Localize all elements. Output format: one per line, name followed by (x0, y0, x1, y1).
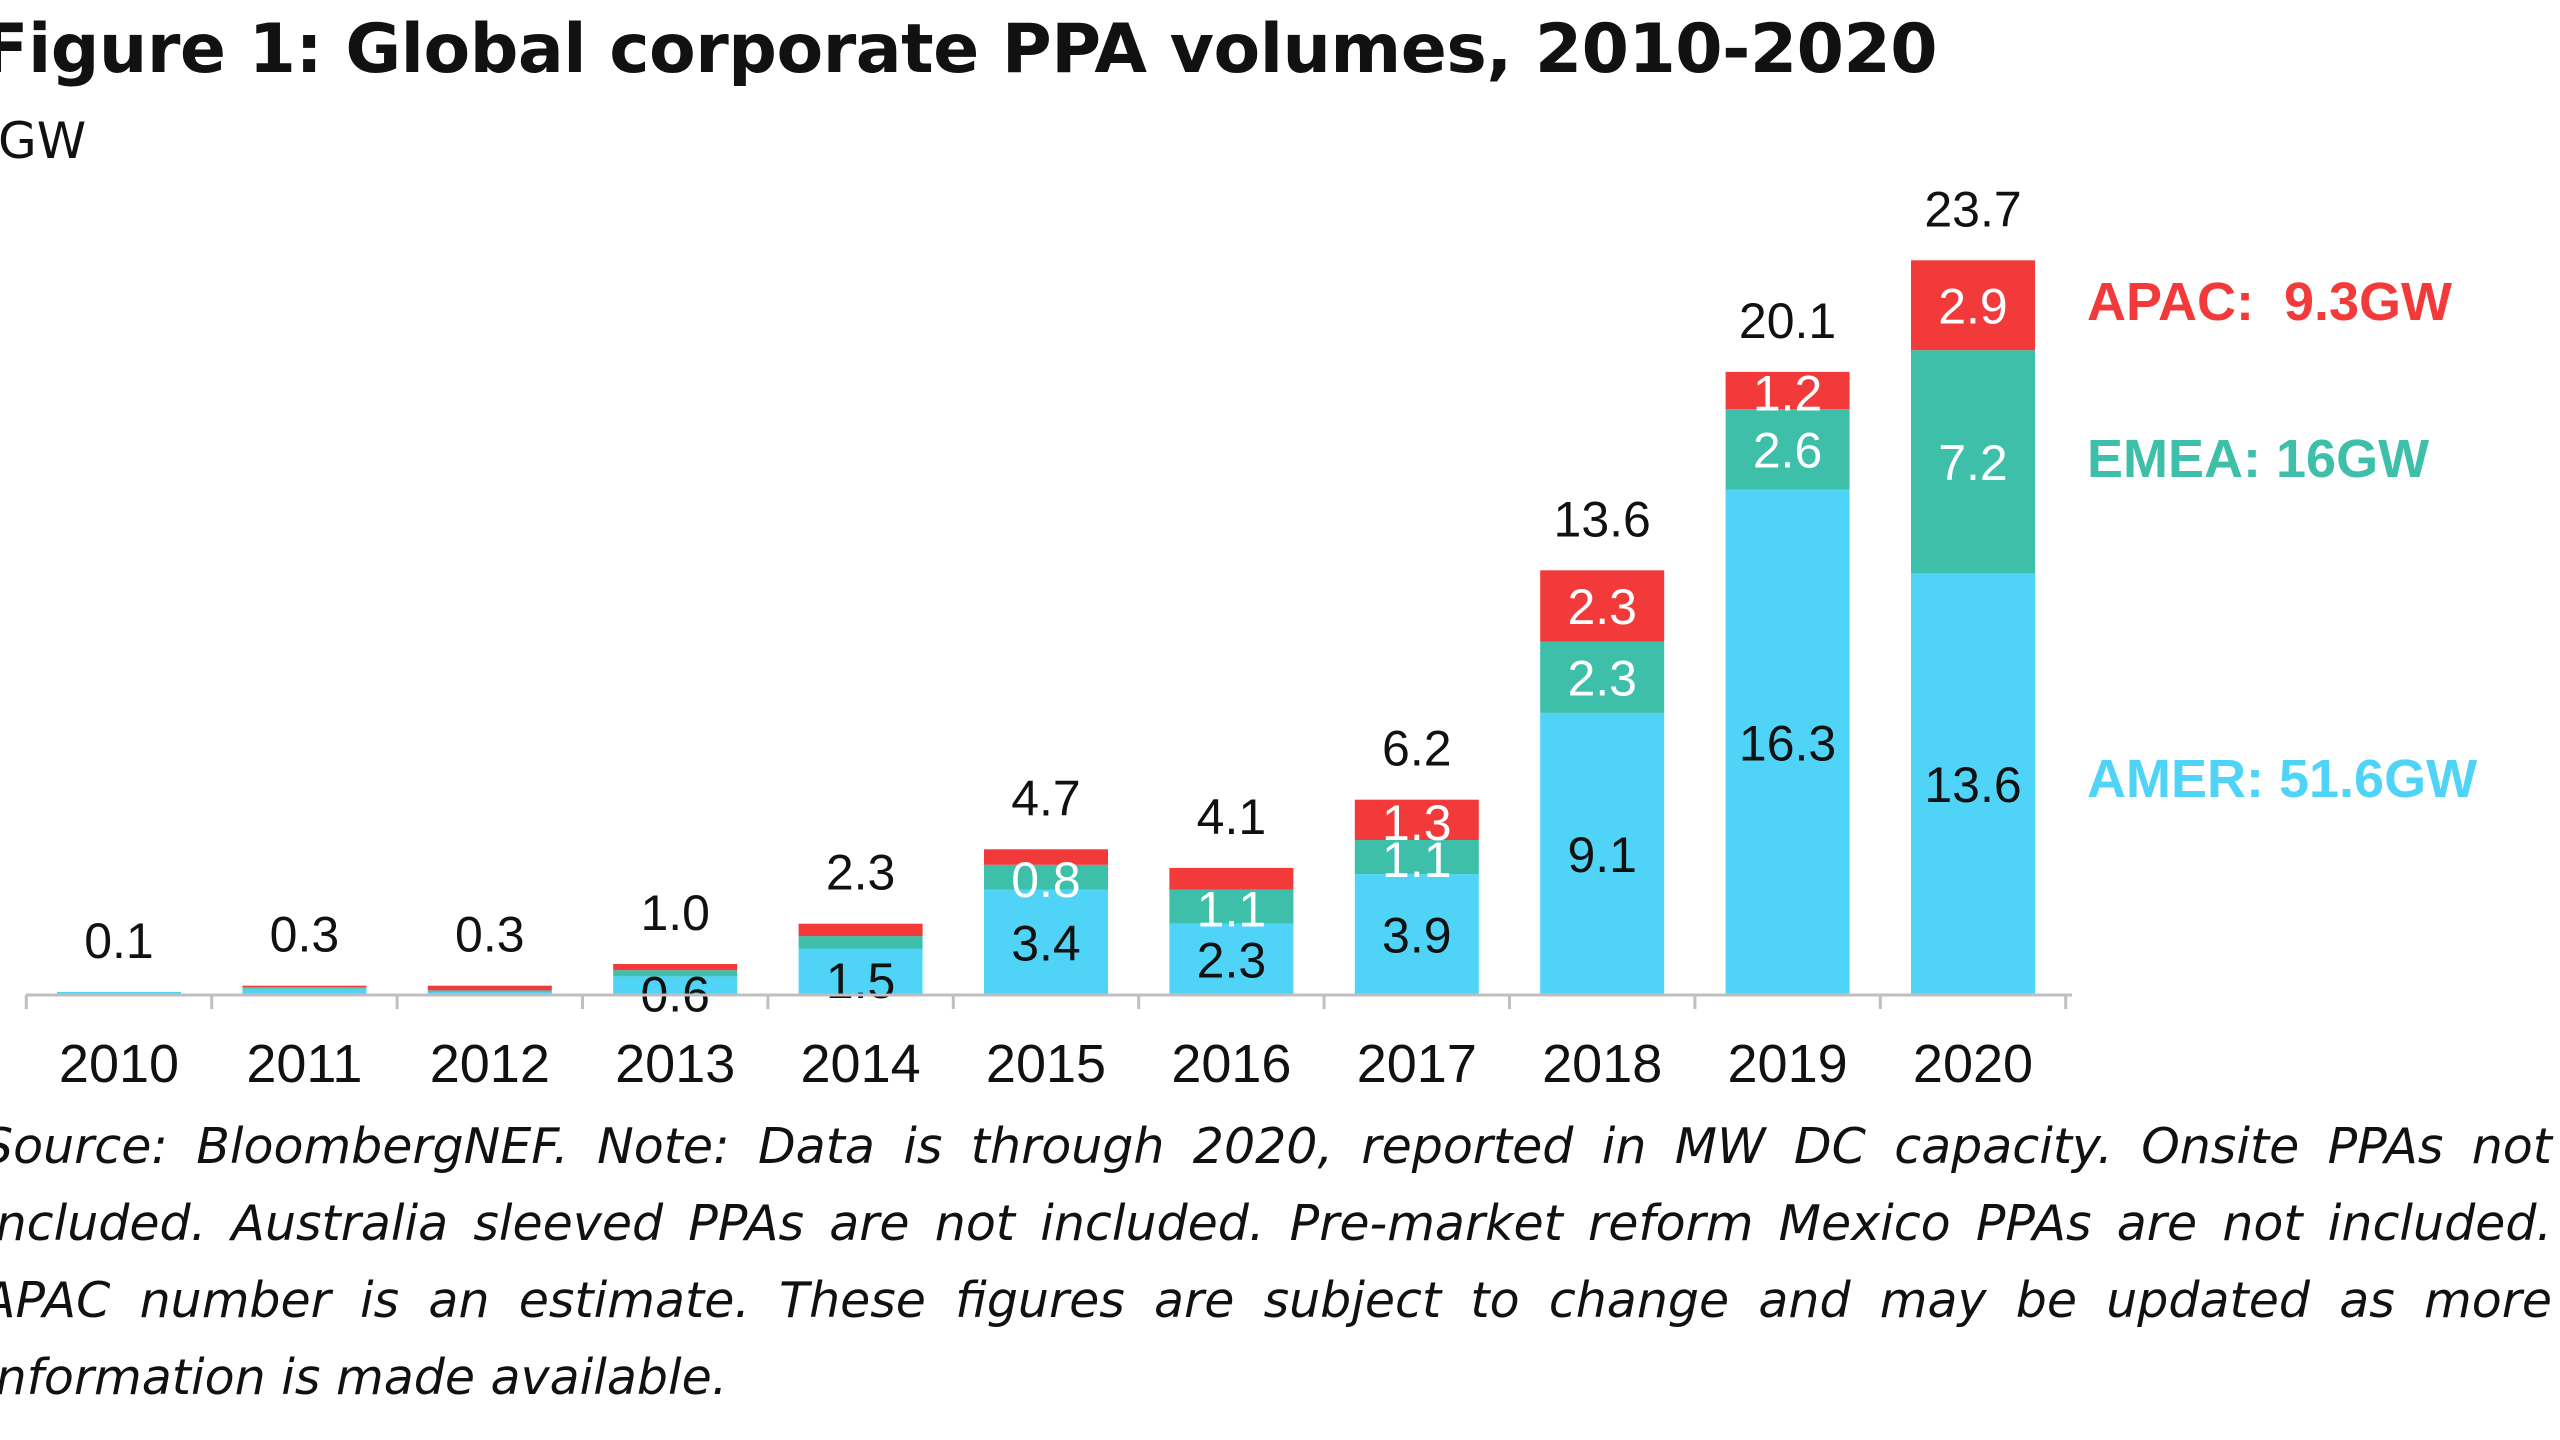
x-tick-label-2017: 2017 (1357, 1034, 1477, 1094)
bar-emea-2016 (1169, 889, 1294, 924)
bar-emea-2019 (1725, 409, 1850, 490)
bar-apac-2013 (613, 964, 738, 971)
segment-label-emea-2018: 2.3 (1567, 650, 1637, 706)
segment-label-emea-2016: 1.1 (1197, 882, 1267, 938)
segment-label-amer-2019: 16.3 (1739, 715, 1836, 771)
bar-apac-2020 (1911, 260, 2035, 351)
bar-amer-2010 (57, 991, 181, 995)
x-tick-label-2013: 2013 (615, 1034, 735, 1094)
stacked-bar-chart: 0.6 1.53.40.82.31.1 3.91.11.39.12.32.316.3… (24, 181, 2477, 1094)
legend: APAC: 9.3GW EMEA: 16GW AMER: 51.6GW (2087, 272, 2477, 809)
total-label-2020: 23.7 (1924, 181, 2021, 237)
source-note: Source: BloombergNEF. Note: Data is thro… (0, 1118, 2552, 1406)
segment-label-apac-2019: 1.2 (1753, 366, 1823, 422)
segment-label-amer-2020: 13.6 (1924, 757, 2021, 813)
bar-amer-2016 (1169, 923, 1294, 995)
segment-label-emea-2015: 0.8 (1011, 852, 1081, 908)
x-tick-label-2018: 2018 (1542, 1034, 1662, 1094)
bar-amer-2014 (798, 948, 923, 995)
x-tick-label-2020: 2020 (1913, 1034, 2033, 1094)
bar-amer-2012 (427, 991, 552, 995)
segment-label-apac-2017: 1.3 (1382, 795, 1452, 851)
bar-apac-2014 (798, 923, 923, 937)
total-label-2010: 0.1 (84, 913, 154, 969)
x-tick-label-2015: 2015 (986, 1034, 1106, 1094)
bar-amer-2015 (984, 889, 1108, 995)
x-tick-label-2011: 2011 (246, 1034, 362, 1094)
chart-title: Figure 1: Global corporate PPA volumes, … (0, 10, 1938, 89)
segment-label-emea-2017: 1.1 (1382, 832, 1452, 888)
bar-apac-2019 (1725, 371, 1850, 410)
x-tick-label-2014: 2014 (801, 1034, 921, 1094)
total-label-2014: 2.3 (826, 845, 896, 901)
segment-label-amer-2018: 9.1 (1567, 827, 1637, 883)
bar-amer-2020 (1911, 573, 2035, 995)
bar-apac-2015 (984, 849, 1108, 865)
segment-label-amer-2017: 3.9 (1382, 908, 1452, 964)
bar-emea-2013 (613, 970, 738, 977)
bar-emea-2015 (984, 864, 1108, 890)
total-label-2018: 13.6 (1554, 491, 1651, 547)
total-label-2013: 1.0 (640, 885, 710, 941)
bar-apac-2011 (242, 985, 367, 988)
bar-amer-2017 (1354, 874, 1479, 995)
bar-amer-2011 (242, 988, 367, 995)
x-tick-label-2012: 2012 (430, 1034, 550, 1094)
legend-item-emea: EMEA: 16GW (2087, 429, 2429, 489)
total-label-2012: 0.3 (455, 907, 525, 963)
x-tick-label-2016: 2016 (1171, 1034, 1291, 1094)
x-tick-label-2019: 2019 (1728, 1034, 1848, 1094)
x-tick-label-2010: 2010 (59, 1034, 179, 1094)
bar-apac-2012 (427, 985, 552, 991)
bar-apac-2016 (1169, 867, 1294, 890)
segment-label-amer-2014: 1.5 (826, 953, 896, 1009)
bar-emea-2020 (1911, 350, 2035, 574)
segment-label-amer-2016: 2.3 (1197, 932, 1267, 988)
segment-labels-layer: 0.6 1.53.40.82.31.1 3.91.11.39.12.32.316.3… (640, 278, 2021, 1022)
bar-emea-2011 (242, 987, 367, 989)
segment-label-apac-2020: 2.9 (1938, 278, 2008, 334)
segment-label-apac-2018: 2.3 (1567, 579, 1637, 635)
total-label-2011: 0.3 (270, 907, 340, 963)
total-label-2019: 20.1 (1739, 293, 1836, 349)
segment-label-emea-2019: 2.6 (1753, 422, 1823, 478)
bar-amer-2013 (613, 976, 738, 995)
legend-item-apac: APAC: 9.3GW (2087, 272, 2452, 332)
bar-apac-2018 (1540, 570, 1665, 642)
bar-emea-2014 (798, 936, 923, 949)
bar-amer-2019 (1725, 489, 1850, 995)
bar-amer-2018 (1540, 712, 1665, 995)
total-label-2015: 4.7 (1011, 770, 1081, 826)
segment-label-emea-2020: 7.2 (1938, 435, 2008, 491)
unit-label: GW (0, 112, 87, 170)
bar-emea-2018 (1540, 641, 1665, 713)
bars-layer (57, 260, 2035, 995)
bar-emea-2012 (427, 990, 552, 992)
total-label-2017: 6.2 (1382, 721, 1452, 777)
bar-emea-2017 (1354, 840, 1479, 875)
total-label-2016: 4.1 (1197, 789, 1267, 845)
legend-item-amer: AMER: 51.6GW (2087, 749, 2477, 809)
total-labels-layer: 0.1 0.3 0.3 1.0 2.3 4.7 4.1 6.2 13.6 20.1 23.7 (84, 181, 2021, 969)
segment-label-amer-2015: 3.4 (1011, 915, 1081, 971)
bar-apac-2017 (1354, 799, 1479, 840)
x-axis: 2010 2011 2012 2013 2014 2015 2016 2017 2018 2019… (24, 993, 2072, 1094)
